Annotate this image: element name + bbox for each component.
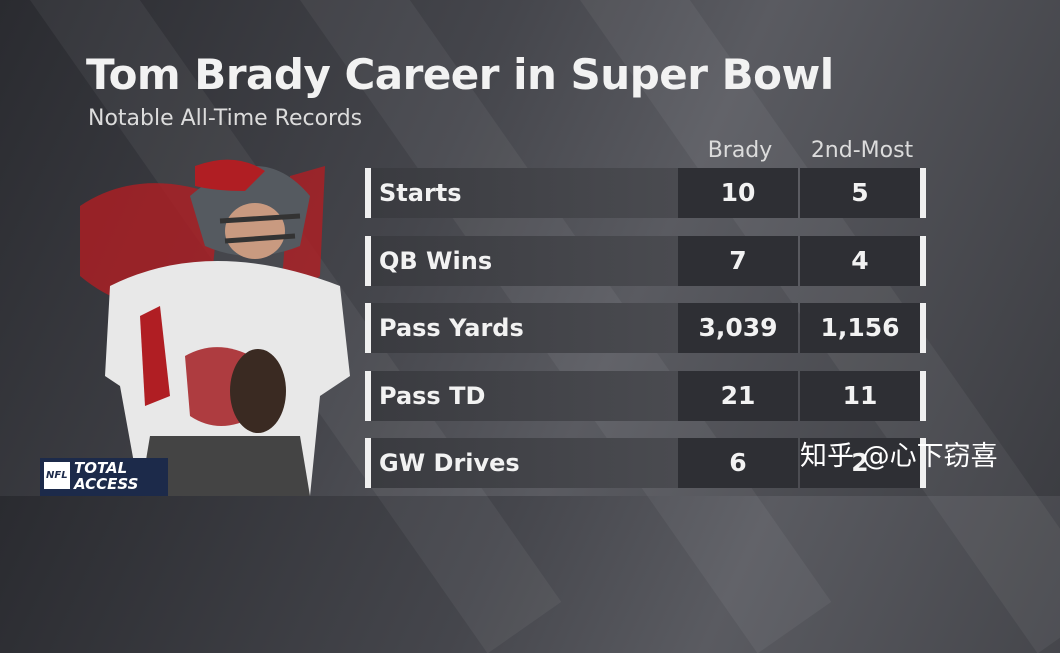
table-row: GW Drives 6 2 [365, 438, 927, 488]
player-art [80, 159, 350, 496]
table-row: Pass TD 21 11 [365, 370, 927, 421]
screen: Tom Brady Career in Super Bowl Notable A… [0, 0, 1060, 496]
row-end-bar [920, 370, 926, 421]
table-row: Pass Yards 3,039 1,156 [365, 303, 927, 353]
row-label: Pass Yards [365, 303, 678, 353]
value-cell: 10 [678, 168, 798, 218]
logo-show: TOTAL ACCESS [74, 459, 139, 493]
column-header: Brady [707, 138, 773, 163]
value-cell: 7 [678, 235, 798, 286]
row-label: Pass TD [365, 370, 678, 421]
value-cell: 3,039 [678, 303, 798, 353]
value-cell: 6 [678, 438, 798, 488]
logo-league: NFL [44, 462, 70, 489]
watermark: 知乎 @心下窃喜 [800, 441, 998, 472]
value-cell: 2 [800, 438, 920, 488]
row-end-bar [920, 168, 926, 218]
value-cell: 11 [800, 370, 920, 421]
row-end-bar [920, 438, 926, 488]
value-cell: 21 [678, 370, 798, 421]
title: Tom Brady Career in Super Bowl [86, 50, 834, 99]
column-header: 2nd-Most [810, 138, 914, 163]
row-end-bar [920, 303, 926, 353]
value-cell: 1,156 [800, 303, 920, 353]
table-row: QB Wins 7 4 [365, 235, 927, 286]
row-label: QB Wins [365, 235, 678, 286]
row-label: Starts [365, 168, 678, 218]
value-cell: 4 [800, 235, 920, 286]
row-label: GW Drives [365, 438, 678, 488]
logo: NFL TOTAL ACCESS [40, 458, 168, 496]
row-end-bar [920, 235, 926, 286]
table-row: Starts 10 5 [365, 168, 927, 218]
value-cell: 5 [800, 168, 920, 218]
subtitle: Notable All-Time Records [88, 106, 363, 131]
